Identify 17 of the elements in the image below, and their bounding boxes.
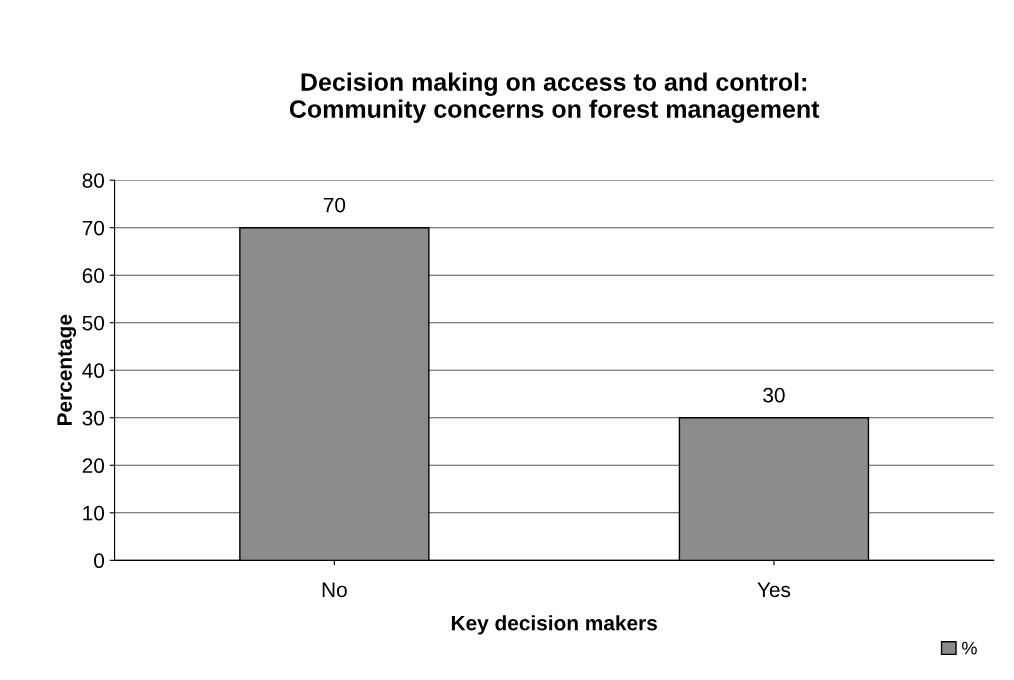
legend-label: %: [962, 641, 977, 655]
y-axis-title: Percentage: [57, 314, 77, 426]
y-tick-label: 50: [82, 315, 105, 331]
data-label: 70: [323, 197, 346, 213]
x-tick-label: Yes: [757, 582, 791, 598]
y-tick-label: 60: [82, 268, 105, 283]
y-tick-label: 30: [82, 410, 105, 426]
chart-title: Decision making on access to and control: Community concerns on forest management: [289, 72, 820, 123]
x-tick-label: No: [322, 582, 347, 598]
y-tick-label: 10: [83, 505, 105, 521]
data-label: 30: [763, 387, 785, 403]
y-tick-label: 40: [82, 363, 105, 379]
y-tick-label: 70: [82, 220, 105, 236]
y-tick-label: 0: [94, 553, 105, 569]
y-tick-label: 20: [82, 458, 105, 474]
y-tick-label: 80: [82, 173, 105, 188]
x-axis-title: Key decision makers: [451, 615, 657, 635]
